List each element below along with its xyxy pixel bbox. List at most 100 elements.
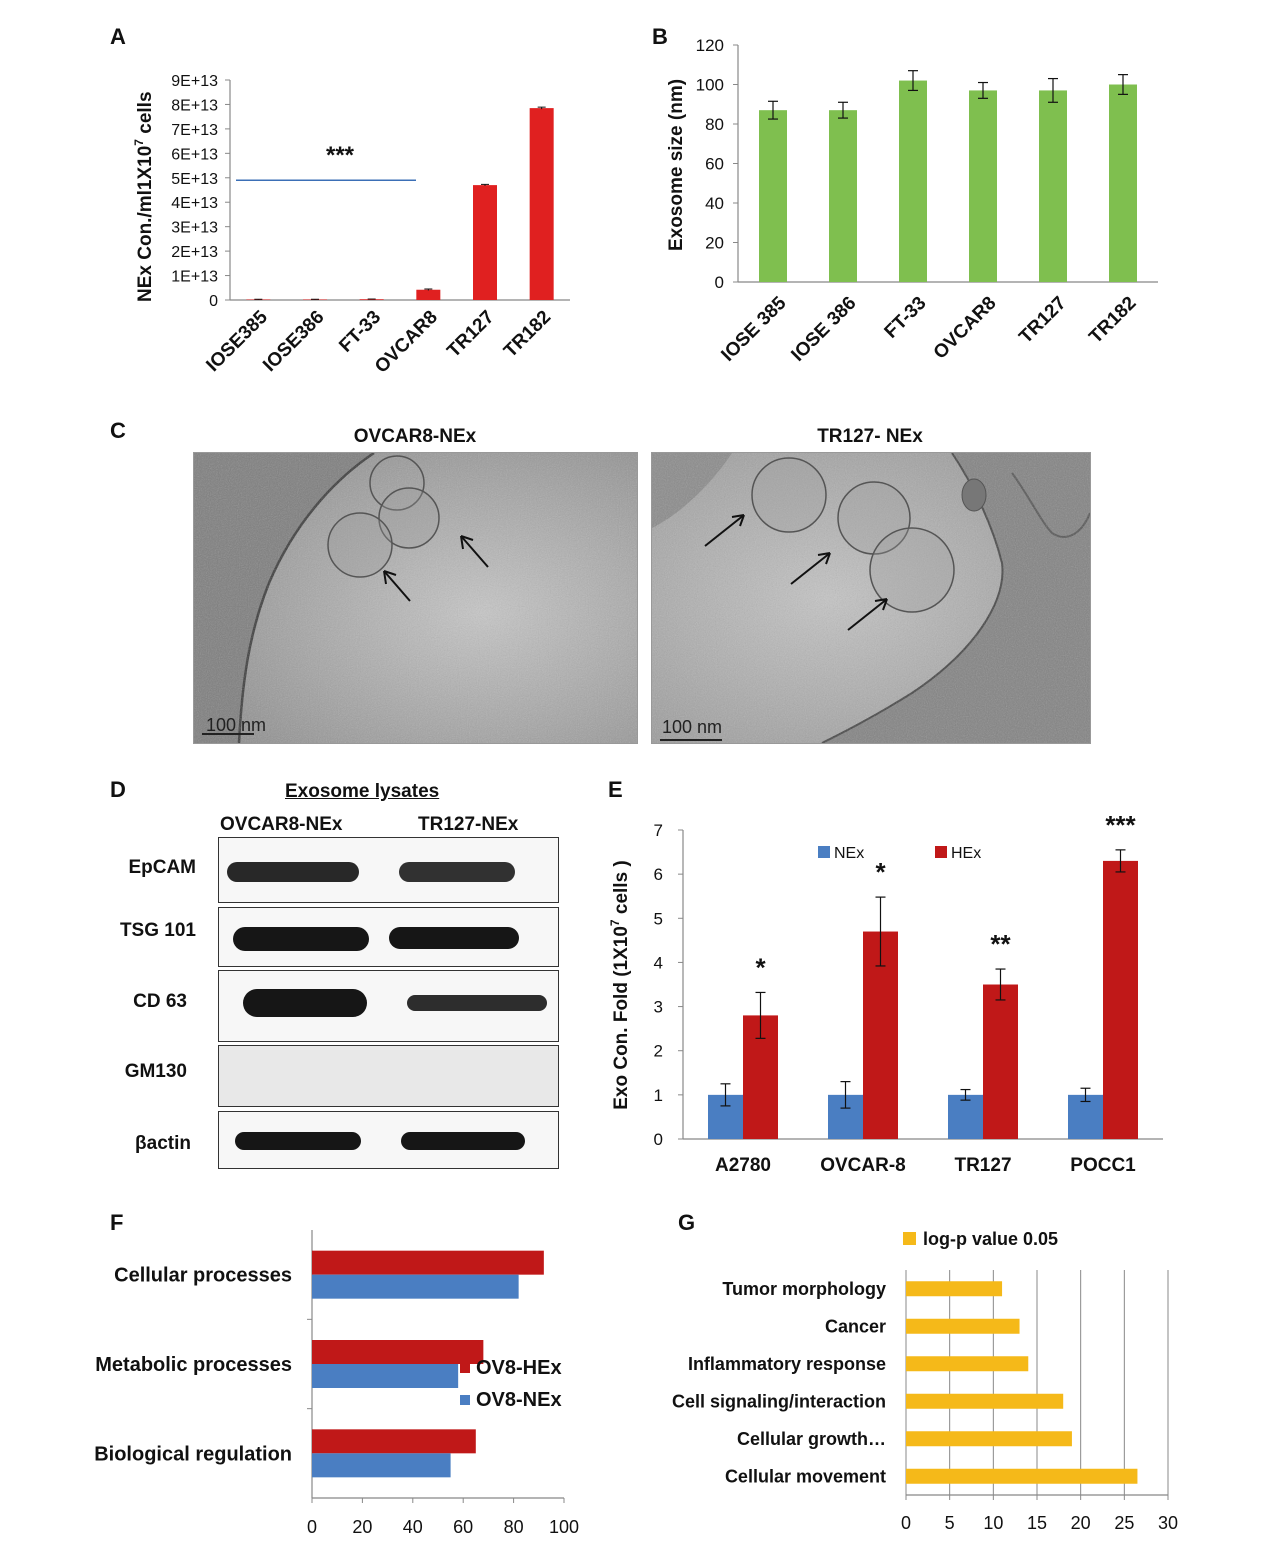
chart-a-bar <box>529 108 554 300</box>
blot-strip-bactin <box>218 1111 559 1169</box>
chart-f-category-label: Metabolic processes <box>95 1354 292 1376</box>
chart-g-tick-label: 0 <box>901 1513 911 1533</box>
chart-e-category-label: OVCAR-8 <box>820 1155 906 1176</box>
chart-a-bar <box>359 299 384 300</box>
chart-e-category-label: TR127 <box>954 1155 1011 1176</box>
blot-strip-gm130 <box>218 1045 559 1107</box>
chart-f-tick-label: 100 <box>549 1517 579 1537</box>
chart-b-bar <box>1039 90 1067 282</box>
chart-f-tick-label: 80 <box>504 1517 524 1537</box>
chart-f-legend-swatch <box>460 1363 470 1373</box>
chart-b-y-label: Exosome size (nm) <box>666 79 687 251</box>
chart-g-tick-label: 5 <box>945 1513 955 1533</box>
chart-g-bar <box>906 1356 1029 1372</box>
chart-e-tick-label: 0 <box>654 1130 663 1149</box>
chart-b-bar <box>1109 84 1137 282</box>
chart-f-legend-label: OV8-NEx <box>476 1389 562 1411</box>
chart-e-legend-swatch <box>818 846 830 858</box>
chart-e-significance: ** <box>990 929 1011 959</box>
chart-g-tick-label: 25 <box>1114 1513 1134 1533</box>
chart-b-bar <box>829 110 857 282</box>
panel-letter-e: E <box>608 777 623 802</box>
blot-lane-ovcar8: OVCAR8-NEx <box>220 814 343 835</box>
chart-e-category-label: A2780 <box>715 1155 771 1176</box>
chart-g-bar <box>906 1393 1064 1409</box>
chart-a-bar <box>473 185 497 300</box>
chart-e-significance: * <box>755 952 766 982</box>
chart-g-category-label: Cellular movement <box>725 1466 886 1486</box>
chart-a-tick-label: 5E+13 <box>171 171 218 188</box>
chart-a-tick-label: 8E+13 <box>171 97 218 114</box>
chart-a-category-label: FT-33 <box>335 307 385 357</box>
chart-b-tick-label: 60 <box>705 155 724 174</box>
chart-g-category-label: Inflammatory response <box>688 1354 886 1374</box>
chart-b-category-label: IOSE 386 <box>787 293 860 366</box>
chart-a-y-label: NEx Con./ml1X107 cells <box>132 91 156 302</box>
chart-g-legend-swatch <box>903 1232 916 1245</box>
chart-b-bar <box>969 90 997 282</box>
chart-e-tick-label: 4 <box>654 953 663 972</box>
chart-g-tick-label: 30 <box>1158 1513 1178 1533</box>
chart-a-category-label: IOSE385 <box>202 306 272 376</box>
chart-e-bar-hex <box>983 984 1018 1139</box>
chart-a-tick-label: 1E+13 <box>171 269 218 286</box>
micrograph-title-right: TR127- NEx <box>817 426 923 447</box>
chart-f-bar-ov8-nex <box>312 1364 459 1388</box>
chart-b-tick-label: 20 <box>705 234 724 253</box>
chart-a-significance-stars: *** <box>326 142 355 169</box>
chart-e-y-label: Exo Con. Fold (1X107 cells ) <box>608 860 632 1110</box>
chart-g-category-label: Cellular growth… <box>737 1429 886 1449</box>
blot-label-epcam: EpCAM <box>128 857 196 878</box>
chart-b-category-label: FT-33 <box>881 293 931 343</box>
chart-f-category-label: Cellular processes <box>114 1265 292 1287</box>
chart-g-tick-label: 15 <box>1027 1513 1047 1533</box>
chart-a-tick-label: 4E+13 <box>171 195 218 212</box>
chart-f-tick-label: 60 <box>453 1517 473 1537</box>
chart-f-legend-swatch <box>460 1395 470 1405</box>
panel-letter-a: A <box>110 24 126 49</box>
chart-f-tick-label: 20 <box>352 1517 372 1537</box>
chart-b-tick-label: 80 <box>705 115 724 134</box>
blot-strip-epcam <box>218 837 559 903</box>
chart-e-legend-label: NEx <box>834 845 864 862</box>
chart-e-tick-label: 7 <box>654 821 663 840</box>
chart-f-bar-ov8-hex <box>312 1429 476 1454</box>
chart-g-tick-label: 20 <box>1071 1513 1091 1533</box>
blot-strip-cd63 <box>218 970 559 1042</box>
panel-letter-g: G <box>678 1210 696 1235</box>
chart-a-bar <box>416 289 441 300</box>
chart-b-bar <box>899 80 927 282</box>
chart-a-tick-label: 3E+13 <box>171 220 218 237</box>
chart-e-significance: *** <box>1105 810 1136 840</box>
chart-e-significance: * <box>875 857 886 887</box>
chart-f-tick-label: 0 <box>307 1517 317 1537</box>
scale-bar-left: 100 nm <box>206 715 267 735</box>
chart-a-tick-label: 0 <box>209 293 218 310</box>
chart-f-bar-ov8-hex <box>312 1250 544 1275</box>
chart-a-category-label: OVCAR8 <box>371 307 442 378</box>
chart-f-tick-label: 40 <box>403 1517 423 1537</box>
chart-g-category-label: Cell signaling/interaction <box>672 1391 886 1411</box>
chart-b-category-label: IOSE 385 <box>717 292 790 365</box>
chart-f-bar-ov8-nex <box>312 1274 519 1299</box>
chart-g-category-label: Tumor morphology <box>722 1279 886 1299</box>
chart-e-bar-nex <box>948 1094 983 1139</box>
blot-header: Exosome lysates <box>285 781 440 802</box>
chart-a-tick-label: 7E+13 <box>171 122 218 139</box>
chart-e-bar-nex <box>1068 1094 1103 1139</box>
chart-a-category-label: IOSE386 <box>259 307 328 376</box>
micrograph-tr127: 100 nm <box>651 452 1091 744</box>
chart-e-tick-label: 2 <box>654 1042 663 1061</box>
chart-b-category-label: TR127 <box>1015 293 1070 348</box>
chart-g-bar <box>906 1431 1072 1447</box>
chart-a-category-label: TR127 <box>443 307 498 362</box>
chart-g-bar <box>906 1318 1020 1334</box>
blot-lane-tr127: TR127-NEx <box>418 814 519 835</box>
chart-e-tick-label: 5 <box>654 909 663 928</box>
blot-label-bactin: βactin <box>135 1133 191 1154</box>
chart-f-category-label: Biological regulation <box>94 1443 292 1465</box>
chart-b-bar <box>759 110 787 282</box>
chart-a-tick-label: 2E+13 <box>171 244 218 261</box>
chart-a-tick-label: 6E+13 <box>171 146 218 163</box>
